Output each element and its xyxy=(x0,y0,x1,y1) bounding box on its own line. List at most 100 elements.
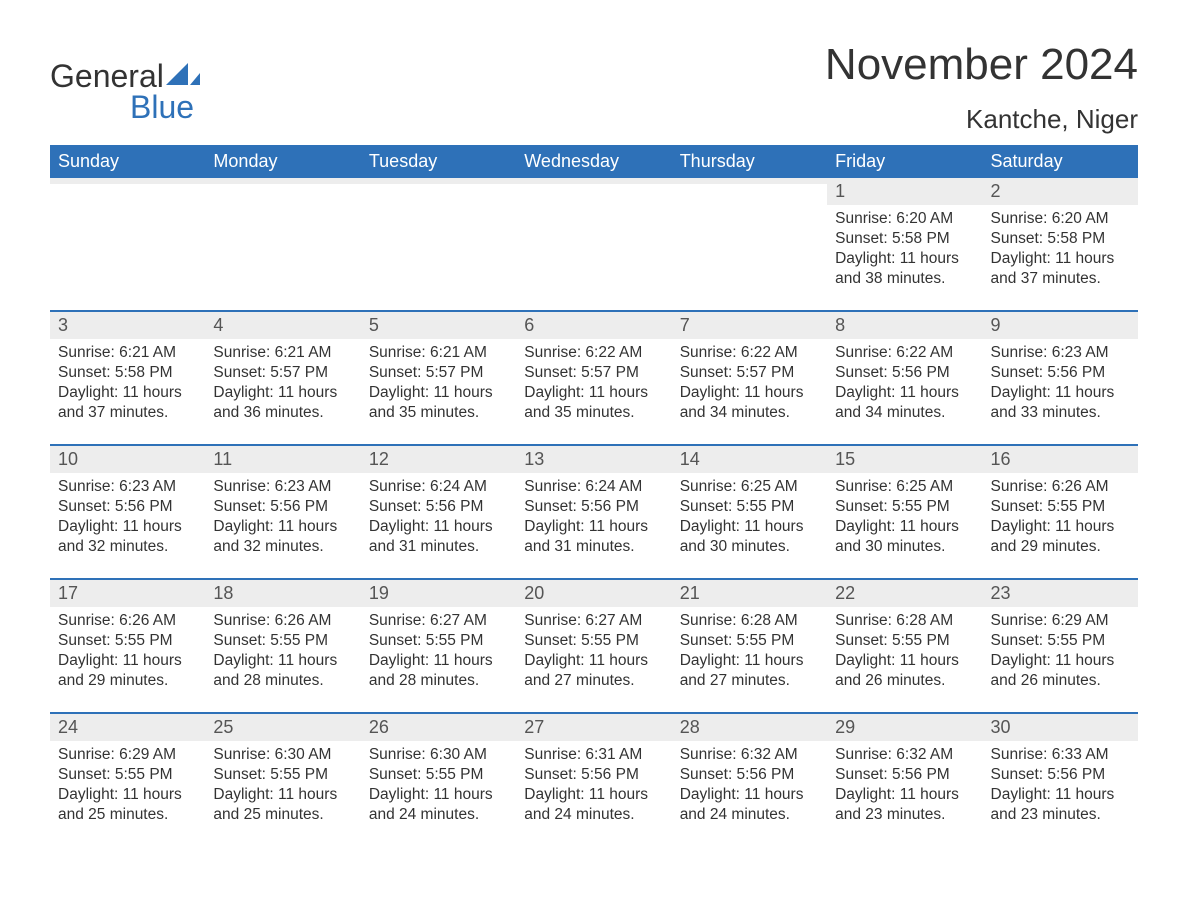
day-number-row: 19 xyxy=(361,580,516,607)
day-daylight1: Daylight: 11 hours xyxy=(58,383,197,403)
day-sunset: Sunset: 5:58 PM xyxy=(58,363,197,383)
day-number: 6 xyxy=(524,315,534,335)
day-daylight1: Daylight: 11 hours xyxy=(680,651,819,671)
day-body: Sunrise: 6:25 AMSunset: 5:55 PMDaylight:… xyxy=(827,473,982,564)
day-daylight1: Daylight: 11 hours xyxy=(58,785,197,805)
logo-text-blue: Blue xyxy=(130,89,200,126)
day-number: 8 xyxy=(835,315,845,335)
day-number-row: 9 xyxy=(983,312,1138,339)
day-number-row: 8 xyxy=(827,312,982,339)
day-sunrise: Sunrise: 6:32 AM xyxy=(680,745,819,765)
day-number: 23 xyxy=(991,583,1011,603)
day-number-row xyxy=(516,178,671,184)
day-body: Sunrise: 6:22 AMSunset: 5:57 PMDaylight:… xyxy=(516,339,671,430)
day-daylight1: Daylight: 11 hours xyxy=(835,383,974,403)
day-sunrise: Sunrise: 6:28 AM xyxy=(835,611,974,631)
day-daylight2: and 28 minutes. xyxy=(369,671,508,691)
day-number: 17 xyxy=(58,583,78,603)
day-daylight2: and 24 minutes. xyxy=(369,805,508,825)
day-body: Sunrise: 6:22 AMSunset: 5:57 PMDaylight:… xyxy=(672,339,827,430)
day-sunrise: Sunrise: 6:29 AM xyxy=(991,611,1130,631)
weekday-header: Wednesday xyxy=(516,145,671,178)
week-row: 17Sunrise: 6:26 AMSunset: 5:55 PMDayligh… xyxy=(50,578,1138,698)
day-sunset: Sunset: 5:56 PM xyxy=(991,765,1130,785)
day-number: 5 xyxy=(369,315,379,335)
day-sunrise: Sunrise: 6:24 AM xyxy=(369,477,508,497)
day-daylight2: and 37 minutes. xyxy=(58,403,197,423)
day-cell: 23Sunrise: 6:29 AMSunset: 5:55 PMDayligh… xyxy=(983,580,1138,698)
day-number: 21 xyxy=(680,583,700,603)
day-number-row: 29 xyxy=(827,714,982,741)
day-daylight2: and 24 minutes. xyxy=(524,805,663,825)
day-sunset: Sunset: 5:55 PM xyxy=(369,765,508,785)
day-cell: 4Sunrise: 6:21 AMSunset: 5:57 PMDaylight… xyxy=(205,312,360,430)
location-label: Kantche, Niger xyxy=(825,104,1138,135)
week-row: 10Sunrise: 6:23 AMSunset: 5:56 PMDayligh… xyxy=(50,444,1138,564)
day-body: Sunrise: 6:28 AMSunset: 5:55 PMDaylight:… xyxy=(672,607,827,698)
week-row: 24Sunrise: 6:29 AMSunset: 5:55 PMDayligh… xyxy=(50,712,1138,832)
day-number: 12 xyxy=(369,449,389,469)
day-cell: 29Sunrise: 6:32 AMSunset: 5:56 PMDayligh… xyxy=(827,714,982,832)
day-number: 3 xyxy=(58,315,68,335)
logo: General Blue xyxy=(50,58,200,126)
day-number-row: 25 xyxy=(205,714,360,741)
day-daylight1: Daylight: 11 hours xyxy=(991,383,1130,403)
week-row: 1Sunrise: 6:20 AMSunset: 5:58 PMDaylight… xyxy=(50,178,1138,296)
day-cell xyxy=(672,178,827,296)
day-number-row: 14 xyxy=(672,446,827,473)
day-cell: 5Sunrise: 6:21 AMSunset: 5:57 PMDaylight… xyxy=(361,312,516,430)
day-daylight2: and 32 minutes. xyxy=(213,537,352,557)
day-daylight2: and 25 minutes. xyxy=(213,805,352,825)
day-cell: 3 Sunrise: 6:21 AMSunset: 5:58 PMDaylight… xyxy=(50,312,205,430)
day-daylight1: Daylight: 11 hours xyxy=(369,517,508,537)
day-number: 18 xyxy=(213,583,233,603)
day-number: 20 xyxy=(524,583,544,603)
day-cell: 14Sunrise: 6:25 AMSunset: 5:55 PMDayligh… xyxy=(672,446,827,564)
day-body: Sunrise: 6:23 AMSunset: 5:56 PMDaylight:… xyxy=(983,339,1138,430)
day-number-row: 21 xyxy=(672,580,827,607)
day-number-row: 20 xyxy=(516,580,671,607)
day-sunset: Sunset: 5:56 PM xyxy=(524,765,663,785)
day-number: 11 xyxy=(213,449,232,469)
day-body: Sunrise: 6:21 AMSunset: 5:58 PMDaylight:… xyxy=(50,339,205,430)
day-cell: 26Sunrise: 6:30 AMSunset: 5:55 PMDayligh… xyxy=(361,714,516,832)
day-body: Sunrise: 6:32 AMSunset: 5:56 PMDaylight:… xyxy=(672,741,827,832)
day-number: 26 xyxy=(369,717,389,737)
day-daylight2: and 28 minutes. xyxy=(213,671,352,691)
day-daylight2: and 35 minutes. xyxy=(369,403,508,423)
day-sunset: Sunset: 5:56 PM xyxy=(680,765,819,785)
day-sunset: Sunset: 5:56 PM xyxy=(213,497,352,517)
day-daylight2: and 35 minutes. xyxy=(524,403,663,423)
day-number-row: 13 xyxy=(516,446,671,473)
weeks-container: 1Sunrise: 6:20 AMSunset: 5:58 PMDaylight… xyxy=(50,178,1138,832)
day-cell: 18Sunrise: 6:26 AMSunset: 5:55 PMDayligh… xyxy=(205,580,360,698)
day-sunrise: Sunrise: 6:25 AM xyxy=(835,477,974,497)
day-number: 15 xyxy=(835,449,855,469)
day-daylight1: Daylight: 11 hours xyxy=(524,785,663,805)
day-daylight2: and 38 minutes. xyxy=(835,269,974,289)
day-body: Sunrise: 6:33 AMSunset: 5:56 PMDaylight:… xyxy=(983,741,1138,832)
day-number: 22 xyxy=(835,583,855,603)
day-number-row: 15 xyxy=(827,446,982,473)
day-body: Sunrise: 6:20 AMSunset: 5:58 PMDaylight:… xyxy=(983,205,1138,296)
day-number: 13 xyxy=(524,449,544,469)
logo-sail-icon xyxy=(166,63,200,92)
day-daylight1: Daylight: 11 hours xyxy=(213,517,352,537)
day-number-row: 26 xyxy=(361,714,516,741)
day-daylight2: and 24 minutes. xyxy=(680,805,819,825)
weekday-header: Sunday xyxy=(50,145,205,178)
day-daylight2: and 32 minutes. xyxy=(58,537,197,557)
day-daylight1: Daylight: 11 hours xyxy=(835,651,974,671)
day-daylight1: Daylight: 11 hours xyxy=(524,517,663,537)
weekday-header: Friday xyxy=(827,145,982,178)
day-number-row: 27 xyxy=(516,714,671,741)
day-sunset: Sunset: 5:55 PM xyxy=(680,631,819,651)
day-sunset: Sunset: 5:55 PM xyxy=(524,631,663,651)
day-number: 14 xyxy=(680,449,700,469)
day-number: 10 xyxy=(58,449,78,469)
day-cell xyxy=(516,178,671,296)
day-number-row: 6 xyxy=(516,312,671,339)
day-number-row: 3 xyxy=(50,312,205,339)
day-number-row xyxy=(361,178,516,184)
day-body: Sunrise: 6:22 AMSunset: 5:56 PMDaylight:… xyxy=(827,339,982,430)
